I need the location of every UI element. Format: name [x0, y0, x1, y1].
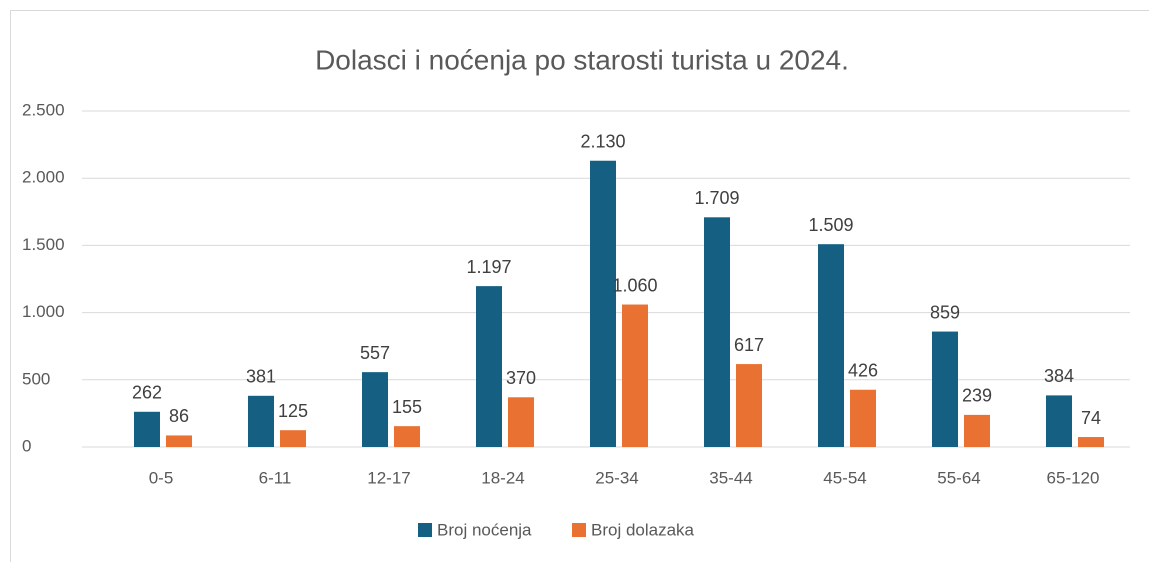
- y-tick-label: 1.000: [22, 302, 65, 321]
- data-label: 426: [848, 360, 878, 380]
- x-tick-label: 45-54: [823, 468, 866, 487]
- legend-label: Broj dolazaka: [591, 520, 695, 539]
- bar: [362, 372, 388, 447]
- data-label: 370: [506, 368, 536, 388]
- data-label: 262: [132, 383, 162, 403]
- bar: [1078, 437, 1104, 447]
- legend-label: Broj noćenja: [437, 520, 532, 539]
- bar: [166, 435, 192, 447]
- x-tick-label: 0-5: [149, 468, 174, 487]
- y-tick-label: 2.000: [22, 168, 65, 187]
- chart-border: [10, 10, 1149, 562]
- data-label: 617: [734, 335, 764, 355]
- data-label: 1.060: [612, 275, 657, 295]
- bar: [1046, 395, 1072, 447]
- data-label: 86: [169, 406, 189, 426]
- data-label: 381: [246, 367, 276, 387]
- bar: [622, 304, 648, 447]
- data-label: 1.509: [808, 215, 853, 235]
- data-label: 2.130: [580, 131, 625, 151]
- bar: [932, 331, 958, 447]
- data-label: 155: [392, 397, 422, 417]
- bar: [964, 414, 990, 447]
- bar: [476, 286, 502, 447]
- bar: [134, 411, 160, 447]
- y-tick-label: 0: [22, 436, 31, 455]
- x-tick-label: 55-64: [937, 468, 980, 487]
- data-label: 557: [360, 343, 390, 363]
- data-label: 74: [1081, 408, 1101, 428]
- legend-swatch: [572, 523, 586, 537]
- bar: [394, 426, 420, 447]
- bar: [850, 389, 876, 447]
- bar: [508, 397, 534, 447]
- bar: [248, 395, 274, 447]
- x-tick-label: 25-34: [595, 468, 638, 487]
- x-tick-label: 6-11: [259, 468, 292, 487]
- y-tick-label: 1.500: [22, 235, 65, 254]
- x-tick-label: 35-44: [709, 468, 752, 487]
- x-tick-label: 65-120: [1047, 468, 1100, 487]
- data-label: 859: [930, 302, 960, 322]
- legend-swatch: [418, 523, 432, 537]
- bar: [736, 364, 762, 447]
- data-label: 125: [278, 401, 308, 421]
- data-label: 1.709: [694, 188, 739, 208]
- chart-title: Dolasci i noćenja po starosti turista u …: [315, 44, 849, 75]
- x-tick-label: 18-24: [481, 468, 524, 487]
- bar: [280, 430, 306, 447]
- bar: [704, 217, 730, 447]
- data-label: 384: [1044, 366, 1074, 386]
- y-tick-label: 500: [22, 369, 50, 388]
- data-label: 1.197: [466, 257, 511, 277]
- x-tick-label: 12-17: [367, 468, 410, 487]
- bar: [590, 160, 616, 447]
- data-label: 239: [962, 386, 992, 406]
- y-tick-label: 2.500: [22, 100, 65, 119]
- bar: [818, 244, 844, 447]
